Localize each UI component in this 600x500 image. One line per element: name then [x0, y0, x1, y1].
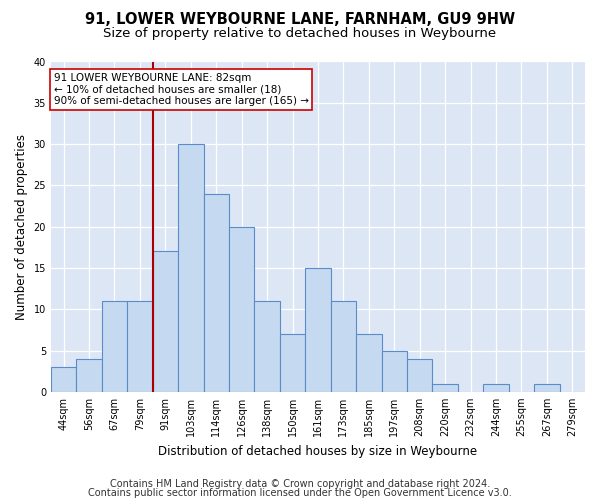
Bar: [280, 334, 305, 392]
Bar: [203, 194, 229, 392]
Bar: [356, 334, 382, 392]
Bar: [76, 359, 102, 392]
Bar: [305, 268, 331, 392]
Text: 91 LOWER WEYBOURNE LANE: 82sqm
← 10% of detached houses are smaller (18)
90% of : 91 LOWER WEYBOURNE LANE: 82sqm ← 10% of …: [53, 73, 308, 106]
Text: Contains public sector information licensed under the Open Government Licence v3: Contains public sector information licen…: [88, 488, 512, 498]
X-axis label: Distribution of detached houses by size in Weybourne: Distribution of detached houses by size …: [158, 444, 478, 458]
Bar: [127, 301, 152, 392]
Bar: [483, 384, 509, 392]
Bar: [382, 350, 407, 392]
Bar: [254, 301, 280, 392]
Bar: [433, 384, 458, 392]
Bar: [407, 359, 433, 392]
Bar: [331, 301, 356, 392]
Text: Contains HM Land Registry data © Crown copyright and database right 2024.: Contains HM Land Registry data © Crown c…: [110, 479, 490, 489]
Bar: [152, 252, 178, 392]
Text: Size of property relative to detached houses in Weybourne: Size of property relative to detached ho…: [103, 28, 497, 40]
Bar: [229, 226, 254, 392]
Text: 91, LOWER WEYBOURNE LANE, FARNHAM, GU9 9HW: 91, LOWER WEYBOURNE LANE, FARNHAM, GU9 9…: [85, 12, 515, 28]
Bar: [102, 301, 127, 392]
Bar: [178, 144, 203, 392]
Y-axis label: Number of detached properties: Number of detached properties: [15, 134, 28, 320]
Bar: [534, 384, 560, 392]
Bar: [51, 367, 76, 392]
